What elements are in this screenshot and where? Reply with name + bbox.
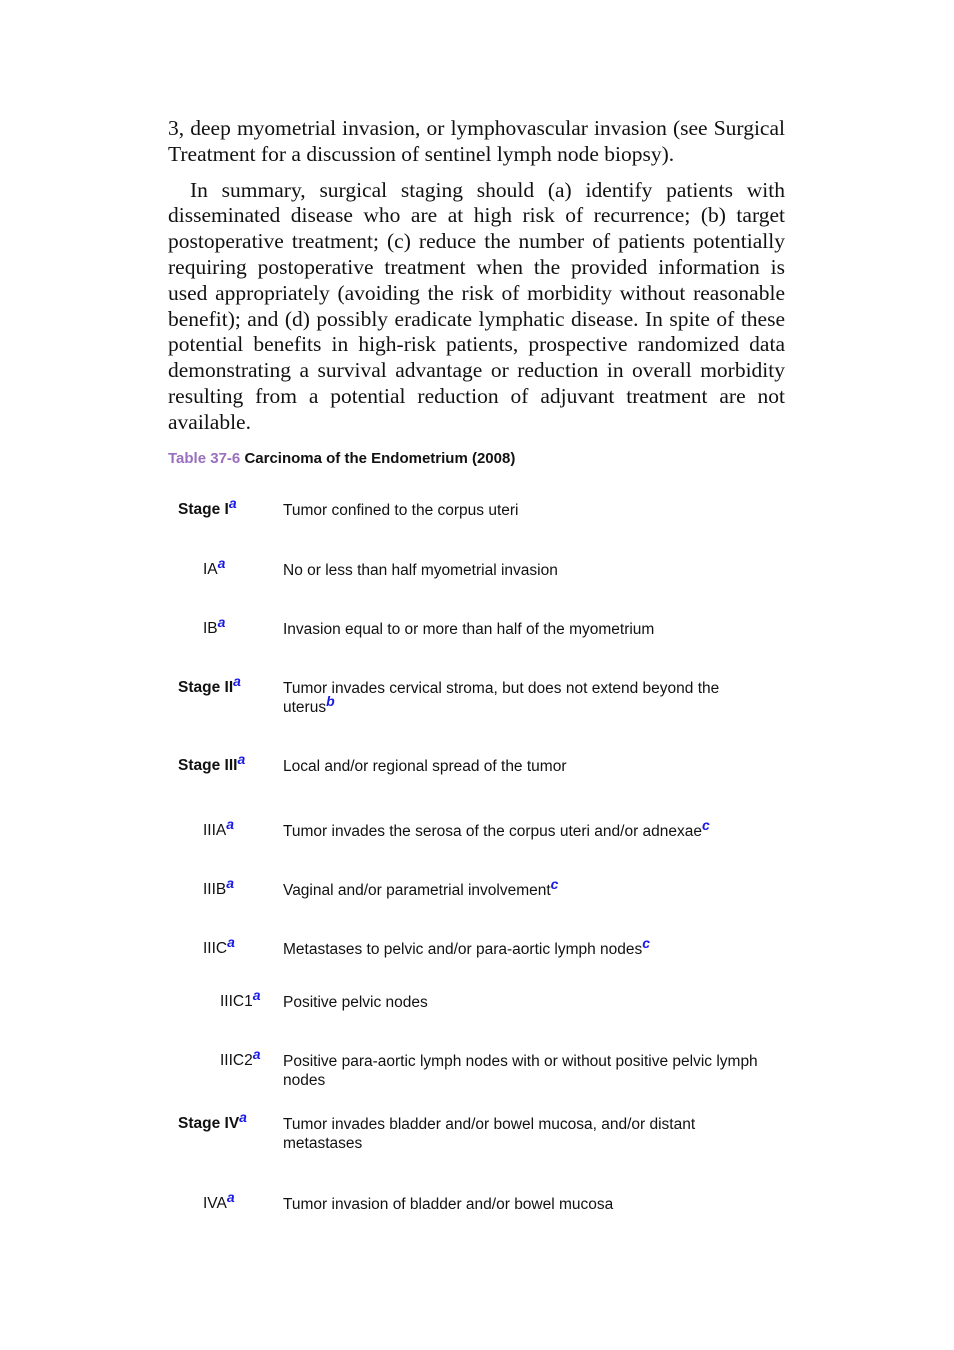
- stage-label: IIIAa: [203, 815, 235, 839]
- stage-label: Stage IIIa: [178, 750, 246, 774]
- footnote-marker: b: [326, 692, 335, 709]
- footnote-marker: a: [252, 1045, 261, 1062]
- stage-description: Vaginal and/or parametrial involvementc: [283, 875, 559, 899]
- stage-description: Metastases to pelvic and/or para-aortic …: [283, 934, 651, 958]
- stage-label: IIIC2a: [220, 1045, 261, 1069]
- footnote-marker: c: [702, 816, 710, 833]
- stage-description: Tumor invades the serosa of the corpus u…: [283, 816, 710, 840]
- footnote-marker: a: [217, 554, 226, 571]
- footnote-marker: a: [226, 1188, 235, 1205]
- stage-description: Positive para-aortic lymph nodes with or…: [283, 1052, 758, 1089]
- footnote-marker: a: [237, 750, 246, 767]
- stage-label: IAa: [203, 554, 226, 578]
- footnote-marker: a: [252, 986, 261, 1003]
- paragraph-continued: 3, deep myometrial invasion, or lymphova…: [168, 116, 785, 166]
- stage-label: Stage IVa: [178, 1108, 247, 1132]
- stage-description: Local and/or regional spread of the tumo…: [283, 757, 567, 775]
- paragraph-summary: In summary, surgical staging should (a) …: [168, 177, 785, 434]
- stage-label: Stage IIa: [178, 672, 241, 696]
- page-content: 3, deep myometrial invasion, or lymphova…: [168, 116, 785, 1213]
- footnote-marker: a: [226, 815, 235, 832]
- footnote-marker: a: [227, 933, 235, 950]
- stage-description: Positive pelvic nodes: [283, 993, 428, 1011]
- stage-label: IVAa: [203, 1188, 235, 1212]
- footnote-marker: a: [239, 1108, 247, 1125]
- stage-label: IIICa: [203, 933, 235, 957]
- stage-label: IIIC1a: [220, 986, 261, 1010]
- table-title: Carcinoma of the Endometrium (2008): [244, 449, 516, 467]
- stage-label: IBa: [203, 613, 226, 637]
- footnote-marker: c: [550, 875, 559, 892]
- footnote-marker: a: [217, 613, 226, 630]
- stage-description: Tumor confined to the corpus uteri: [283, 501, 519, 519]
- stage-description: Tumor invades bladder and/or bowel mucos…: [283, 1115, 696, 1152]
- footnote-marker: a: [228, 494, 237, 511]
- footnote-marker: a: [226, 874, 235, 891]
- stage-description: No or less than half myometrial invasion: [283, 561, 558, 579]
- stage-description: Tumor invades cervical stroma, but does …: [283, 679, 720, 716]
- stage-label: IIIBa: [203, 874, 235, 898]
- stage-description: Invasion equal to or more than half of t…: [283, 620, 655, 638]
- table-number: Table 37-6: [168, 449, 241, 467]
- footnote-marker: c: [642, 934, 651, 951]
- table-caption: Table 37-6 Carcinoma of the Endometrium …: [168, 450, 785, 467]
- stage-label: Stage Ia: [178, 494, 237, 518]
- stage-description: Tumor invasion of bladder and/or bowel m…: [283, 1195, 614, 1213]
- footnote-marker: a: [233, 672, 241, 689]
